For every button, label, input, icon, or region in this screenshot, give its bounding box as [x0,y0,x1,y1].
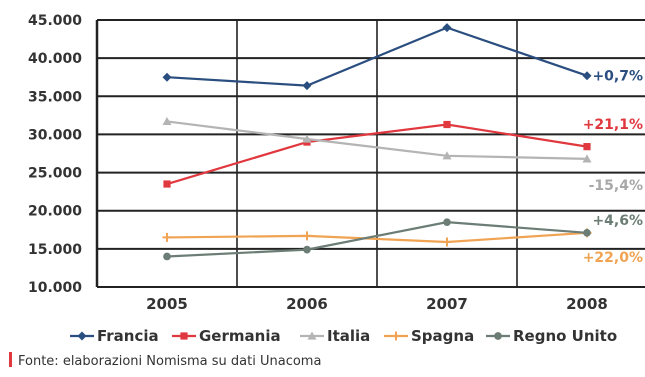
data-point [582,71,592,81]
legend-item: Germania [172,327,281,345]
data-point [302,231,312,241]
data-point [443,120,451,129]
legend-swatch-marker [180,332,188,340]
data-point [582,154,592,163]
x-tick-label: 2006 [286,295,328,313]
x-axis-ticks: 2005 2006 2007 2008 [146,295,608,313]
source-text: Fonte: elaborazioni Nomisma su dati Unac… [18,354,321,369]
legend-swatch-marker [77,331,87,341]
series-line [166,123,588,186]
legend-label: Francia [97,327,159,345]
source-marker [9,352,12,367]
legend-item: Spagna [384,327,474,345]
series-annotation: +22,0% [583,250,643,266]
legend-item: Regno Unito [486,327,617,345]
series-annotation: -15,4% [589,178,643,194]
legend-swatch-marker [391,331,401,341]
legend-item: Italia [300,327,370,345]
data-point [583,143,591,151]
data-point [302,81,312,91]
legend-item: Francia [70,327,159,345]
series-regno-unito [163,218,591,261]
legend-swatch-marker [494,332,502,340]
data-point [583,229,591,237]
y-tick-label: 45.000 [28,13,82,29]
legend-label: Regno Unito [513,327,617,345]
series-spagna [162,228,592,247]
series-annotation: +21,1% [583,117,643,133]
data-point [442,237,452,247]
legend-label: Italia [327,327,370,345]
series-annotation: +0,7% [592,69,643,85]
y-tick-label: 30.000 [28,127,82,143]
series-line [166,120,588,160]
data-point [302,134,312,143]
source-note: Fonte: elaborazioni Nomisma su dati Unac… [9,352,321,369]
series-line [166,26,588,87]
legend-label: Spagna [411,327,474,345]
data-point [162,232,172,242]
series [162,23,592,261]
data-point [162,116,172,126]
x-tick-label: 2005 [146,295,188,313]
y-axis-ticks: 10.000 15.000 20.000 25.000 30.000 35.000 40.0… [28,13,82,296]
y-tick-label: 20.000 [28,204,82,220]
x-tick-label: 2008 [566,295,608,313]
y-tick-label: 25.000 [28,166,82,182]
data-point [303,245,311,254]
series-annotation: +4,6% [592,213,643,229]
legend-label: Germania [199,327,281,345]
y-tick-label: 35.000 [28,89,82,105]
legend: Francia Germania Italia Spagna Regno Unito [70,327,617,345]
series-line [166,221,588,258]
x-tick-label: 2007 [426,295,468,313]
data-point [442,151,452,160]
y-tick-label: 10.000 [28,280,82,296]
data-point [442,23,452,33]
series-line [166,231,588,244]
series-italia [162,116,592,163]
data-point [163,252,171,261]
data-point [163,180,171,188]
y-tick-label: 15.000 [28,242,82,258]
y-tick-label: 40.000 [28,51,82,67]
series-francia [162,23,592,91]
data-point [162,72,172,82]
legend-swatch-marker [307,331,317,340]
annotations: +0,7% +21,1% -15,4% +22,0% +4,6% [583,69,643,266]
data-point [443,218,451,226]
